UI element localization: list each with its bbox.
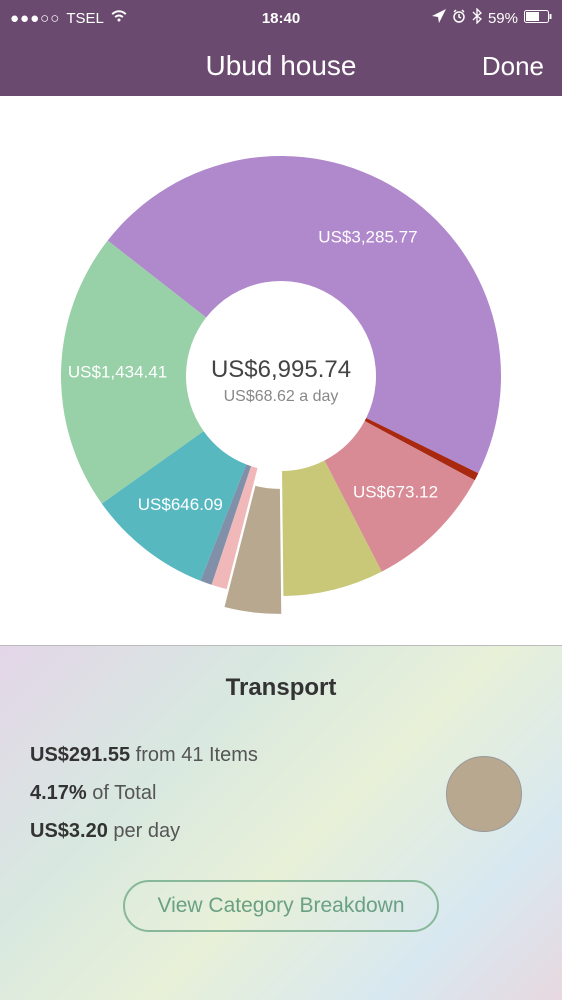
battery-icon	[524, 10, 552, 27]
category-amount-suffix: from 41 Items	[130, 744, 258, 766]
nav-bar: Ubud house Done	[0, 36, 562, 96]
battery-pct: 59%	[488, 10, 518, 27]
done-button[interactable]: Done	[482, 51, 544, 82]
view-breakdown-button[interactable]: View Category Breakdown	[123, 880, 438, 932]
chart-slice-label: US$3,285.77	[318, 228, 417, 247]
chart-slice-label: US$1,434.41	[68, 362, 167, 381]
category-percent: 4.17%	[30, 782, 87, 804]
status-bar: ●●●○○ TSEL 18:40 59%	[0, 0, 562, 36]
category-color-swatch	[446, 756, 522, 832]
category-amount: US$291.55	[30, 744, 130, 766]
signal-dots-icon: ●●●○○	[10, 10, 60, 27]
wifi-icon	[110, 9, 128, 27]
category-perday-suffix: per day	[108, 820, 180, 842]
location-icon	[432, 9, 446, 27]
chart-slice-label: US$646.09	[138, 495, 223, 514]
status-time: 18:40	[262, 10, 300, 27]
bluetooth-icon	[472, 8, 482, 28]
chart-slice-label: US$673.12	[353, 483, 438, 502]
chart-per-day: US$68.62 a day	[211, 388, 351, 406]
status-left: ●●●○○ TSEL	[10, 9, 262, 27]
category-percent-suffix: of Total	[87, 782, 157, 804]
carrier-label: TSEL	[66, 10, 104, 27]
category-title: Transport	[30, 674, 532, 702]
chart-center: US$6,995.74 US$68.62 a day	[211, 356, 351, 406]
page-title: Ubud house	[205, 50, 356, 82]
category-detail-panel: Transport US$291.55 from 41 Items 4.17% …	[0, 646, 562, 1000]
status-right: 59%	[300, 8, 552, 28]
chart-area: US$3,285.77 US$673.12 US$646.09 US$1,434.41…	[0, 96, 562, 646]
category-perday: US$3.20	[30, 820, 108, 842]
alarm-icon	[452, 9, 466, 27]
chart-total: US$6,995.74	[211, 356, 351, 384]
